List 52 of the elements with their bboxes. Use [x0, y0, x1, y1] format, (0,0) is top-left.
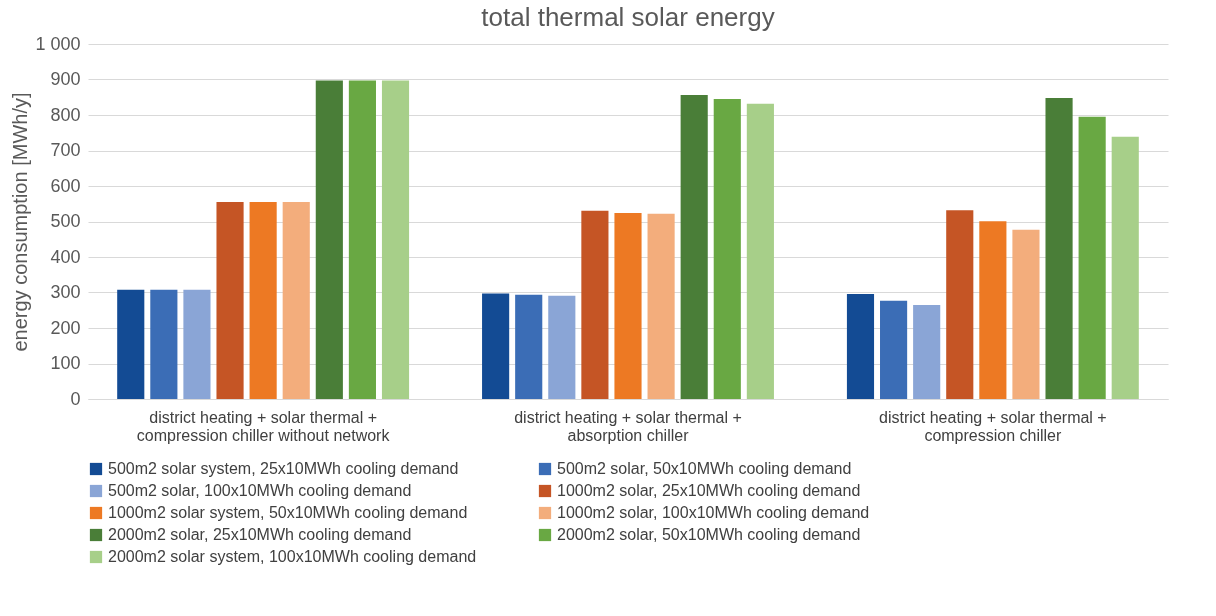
- y-tick-label: 1 000: [35, 33, 81, 54]
- legend-label: 500m2 solar, 50x10MWh cooling demand: [557, 460, 852, 477]
- bar: [1078, 116, 1106, 399]
- legend-label: 2000m2 solar system, 100x10MWh cooling demand: [108, 548, 477, 565]
- x-tick-label: district heating + solar thermal + compression chiller without network: [136, 408, 391, 444]
- bar: [381, 80, 410, 399]
- legend-label: 2000m2 solar, 50x10MWh cooling demand: [557, 526, 861, 543]
- bar: [183, 289, 211, 399]
- x-tick-label: district heating + solar thermal + absorption chiller: [514, 408, 742, 444]
- bar: [282, 201, 310, 399]
- y-tick-label: 500: [50, 211, 81, 231]
- legend-label: 500m2 solar, 100x10MWh cooling demand: [108, 482, 412, 499]
- bar: [1045, 97, 1073, 399]
- bar: [216, 201, 244, 399]
- bar: [880, 300, 908, 399]
- x-tick-label: district heating + solar thermal + compression chiller: [879, 408, 1107, 444]
- y-tick-label: 700: [50, 140, 81, 160]
- bar: [979, 221, 1007, 399]
- bar: [946, 210, 974, 399]
- bar: [249, 201, 277, 399]
- bar: [581, 210, 609, 399]
- y-tick-label: 800: [50, 104, 81, 125]
- y-tick-label: 900: [50, 69, 81, 89]
- legend-label: 500m2 solar system, 25x10MWh cooling demand: [108, 460, 459, 477]
- bar: [150, 289, 178, 399]
- legend-label: 1000m2 solar system, 50x10MWh cooling demand: [108, 504, 468, 521]
- legend-label: 2000m2 solar, 25x10MWh cooling demand: [108, 526, 412, 543]
- bar: [482, 293, 510, 399]
- legend-label: 1000m2 solar, 25x10MWh cooling demand: [557, 482, 861, 499]
- bar: [315, 80, 343, 399]
- y-axis-title: energy consumption [MWh/y]: [9, 92, 32, 352]
- y-tick-label: 400: [50, 246, 81, 267]
- bar: [746, 103, 774, 399]
- y-tick-label: 600: [50, 175, 81, 196]
- bar: [647, 213, 675, 399]
- chart-title: total thermal solar energy: [481, 2, 775, 32]
- bar: [515, 294, 543, 399]
- bar: [713, 99, 741, 399]
- bar: [117, 289, 145, 399]
- bar: [1012, 229, 1040, 399]
- bar: [548, 295, 576, 399]
- bar: [913, 304, 941, 399]
- bar: [680, 95, 708, 399]
- bar: [614, 212, 642, 399]
- bar: [846, 293, 875, 399]
- bar: [348, 80, 376, 399]
- y-tick-label: 0: [70, 388, 81, 409]
- y-tick-label: 200: [50, 317, 81, 338]
- y-tick-label: 300: [50, 282, 81, 302]
- bar: [1111, 136, 1139, 399]
- legend-label: 1000m2 solar, 100x10MWh cooling demand: [557, 504, 870, 521]
- y-tick-label: 100: [50, 353, 81, 373]
